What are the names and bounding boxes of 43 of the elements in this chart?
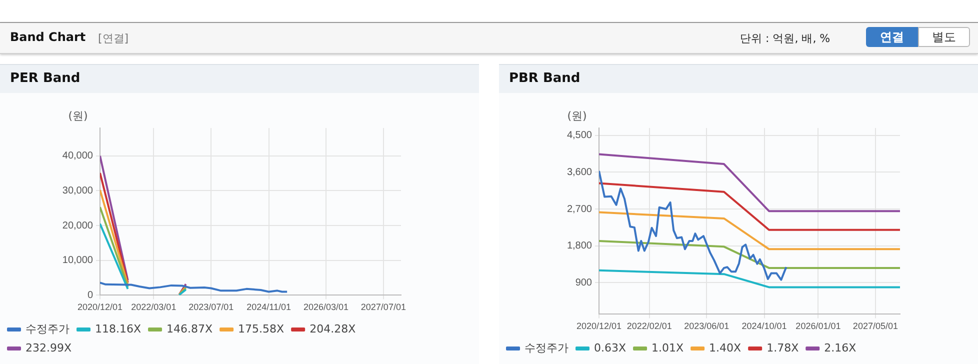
x-tick-label: 2023/06/01 bbox=[684, 321, 730, 332]
text: [연결] bbox=[98, 31, 129, 46]
y-tick-label: 3,600 bbox=[566, 166, 592, 178]
y-tick-label: 40,000 bbox=[62, 150, 94, 162]
y-axis-title: (원) bbox=[567, 109, 587, 122]
legend-label: 146.87X bbox=[166, 322, 214, 336]
y-tick-label: 2,700 bbox=[566, 204, 592, 215]
y-tick-label: 4,500 bbox=[566, 130, 592, 142]
legend-label: 118.16X bbox=[95, 322, 142, 336]
legend-label: 232.99X bbox=[26, 341, 72, 354]
x-tick-label: 2024/10/01 bbox=[742, 321, 787, 332]
text: 연결 bbox=[866, 27, 918, 47]
chart-title: PBR Band bbox=[499, 64, 978, 93]
legend-label: 175.58X bbox=[238, 322, 285, 336]
x-tick-label: 2022/02/01 bbox=[626, 321, 672, 332]
x-tick-label: 2020/12/01 bbox=[77, 302, 123, 312]
legend-label: 수정주가 bbox=[26, 322, 70, 336]
y-tick-label: 30,000 bbox=[62, 185, 94, 196]
legend-label: 204.28X bbox=[310, 322, 356, 336]
x-tick-label: 2024/11/01 bbox=[246, 302, 291, 312]
x-tick-label: 2023/07/01 bbox=[188, 302, 234, 312]
legend-label: 1.40X bbox=[709, 341, 742, 354]
x-tick-label: 2026/01/01 bbox=[796, 321, 841, 332]
legend-label: 수정주가 bbox=[524, 341, 568, 354]
y-tick-label: 0 bbox=[87, 290, 94, 301]
legend-label: 1.01X bbox=[652, 341, 684, 354]
text: 단위 : 억원, 배, % bbox=[740, 31, 830, 46]
x-tick-label: 2027/07/01 bbox=[360, 302, 406, 312]
legend-label: 2.16X bbox=[824, 341, 857, 354]
y-tick-label: 900 bbox=[575, 277, 592, 288]
x-tick-label: 2020/12/01 bbox=[576, 321, 622, 332]
text: Band Chart bbox=[10, 30, 86, 44]
y-tick-label: 10,000 bbox=[62, 255, 94, 266]
y-tick-label: 20,000 bbox=[62, 220, 94, 232]
text: 별도 bbox=[918, 27, 970, 47]
chart-title: PER Band bbox=[0, 64, 479, 93]
x-tick-label: 2027/05/01 bbox=[852, 321, 898, 332]
y-tick-label: 1,800 bbox=[566, 240, 592, 252]
legend-label: 1.78X bbox=[766, 341, 800, 354]
y-axis-title: (원) bbox=[68, 109, 88, 122]
legend-label: 0.63X bbox=[594, 341, 626, 354]
x-tick-label: 2026/03/01 bbox=[303, 302, 349, 312]
x-tick-label: 2022/03/01 bbox=[131, 302, 176, 312]
